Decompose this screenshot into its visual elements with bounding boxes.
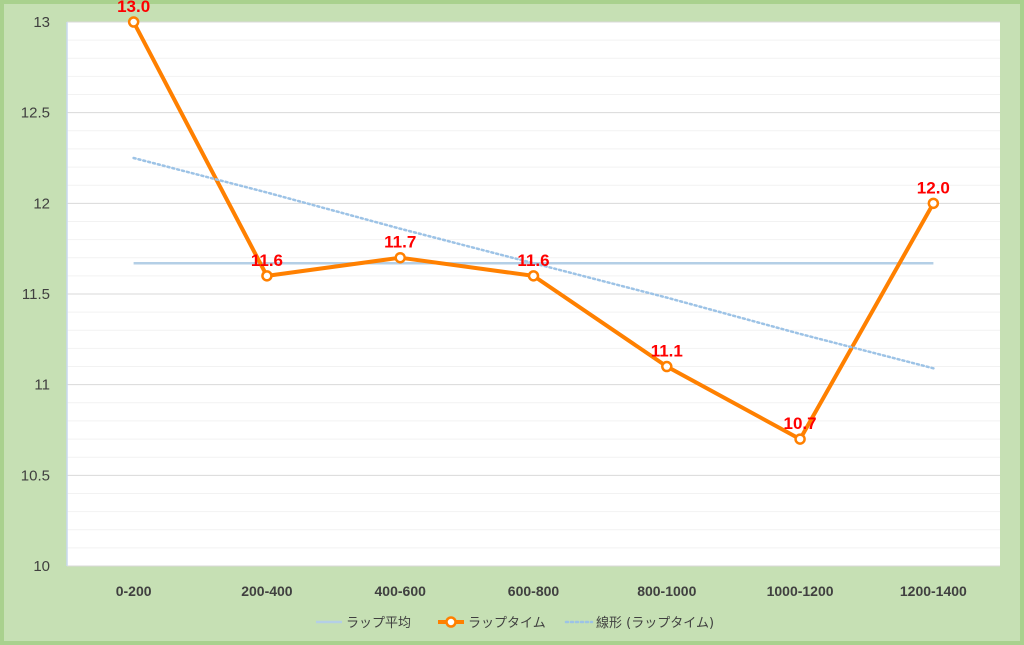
lap-time-point [527, 270, 540, 282]
data-label: 11.1 [651, 342, 683, 361]
data-label: 12.0 [917, 178, 950, 197]
data-label: 11.6 [251, 251, 283, 270]
lap-time-point [394, 251, 406, 264]
data-label: 13.0 [117, 0, 150, 16]
legend-label: ラップ平均 [346, 616, 411, 631]
legend-label: ラップタイム [468, 616, 546, 631]
legend: ラップ平均 ラップタイム 線形 (ラップタイム) [316, 615, 714, 631]
y-tick-label: 10 [33, 558, 50, 575]
x-tick-label: 0-200 [116, 583, 152, 599]
y-tick-label: 11.5 [22, 286, 50, 303]
x-tick-label: 1000-1200 [767, 583, 834, 599]
lap-time-point [261, 270, 273, 282]
series-layer [127, 16, 940, 445]
x-tick-label: 1200-1400 [900, 583, 967, 599]
x-axis: 0-200 200-400 400-600 600-800 800-1000 1000-1… [116, 583, 967, 599]
lap-time-point [661, 360, 673, 373]
y-tick-label: 12 [33, 195, 50, 212]
x-tick-label: 200-400 [241, 583, 293, 599]
legend-marker-lap-time [445, 616, 457, 628]
data-label: 11.6 [517, 251, 549, 270]
data-label: 10.7 [784, 414, 817, 433]
y-tick-label: 13 [33, 14, 50, 31]
x-tick-label: 400-600 [375, 583, 427, 599]
lap-time-point [127, 16, 140, 28]
x-tick-label: 600-800 [508, 583, 560, 599]
lap-time-point [794, 433, 806, 445]
trend-line [132, 156, 935, 370]
data-label: 11.7 [384, 233, 416, 252]
gridlines [67, 21, 1000, 567]
y-tick-label: 11 [34, 377, 50, 394]
y-axis: 10 10.5 11 11.5 12 12.5 13 [21, 14, 68, 575]
x-tick-label: 800-1000 [637, 583, 696, 599]
lap-time-point [927, 197, 940, 210]
data-labels: 13.0 11.6 11.7 11.6 11.1 10.7 12.0 [117, 0, 950, 433]
y-tick-label: 10.5 [21, 467, 50, 484]
legend-label: 線形 (ラップタイム) [596, 615, 714, 631]
y-tick-label: 12.5 [21, 105, 50, 122]
